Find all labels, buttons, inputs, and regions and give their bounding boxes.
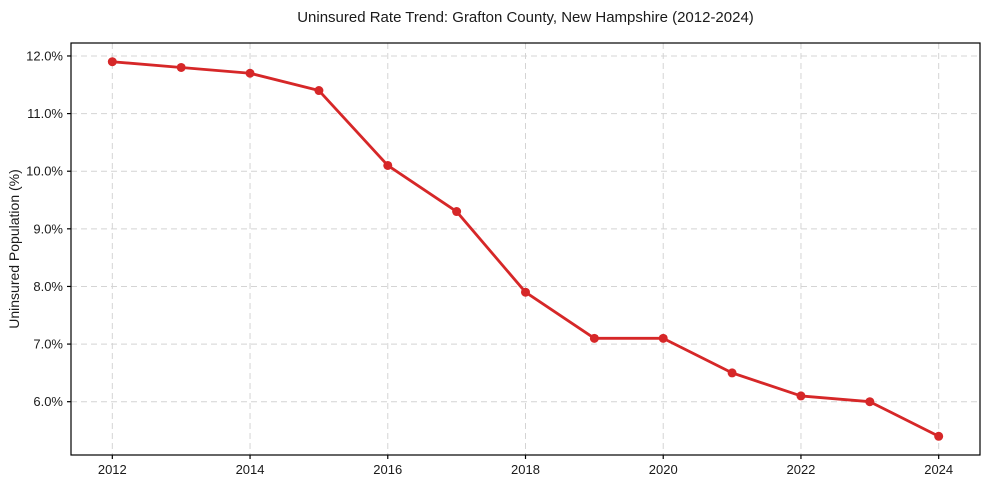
- data-point: [727, 368, 737, 378]
- x-tick-label: 2016: [373, 462, 402, 477]
- data-point: [589, 333, 599, 343]
- data-point: [176, 62, 186, 72]
- y-tick-label: 7.0%: [33, 337, 63, 352]
- x-tick-label: 2022: [786, 462, 815, 477]
- data-point: [934, 431, 944, 441]
- data-point: [107, 57, 117, 67]
- data-point: [452, 207, 462, 217]
- data-point: [865, 397, 875, 407]
- x-tick-label: 2020: [649, 462, 678, 477]
- y-tick-label: 11.0%: [27, 106, 63, 121]
- x-tick-label: 2024: [924, 462, 953, 477]
- x-tick-label: 2014: [236, 462, 265, 477]
- y-tick-label: 9.0%: [33, 221, 63, 236]
- y-tick-label: 8.0%: [33, 279, 63, 294]
- y-axis-label: Uninsured Population (%): [6, 169, 22, 329]
- data-point: [521, 287, 530, 297]
- y-tick-label: 10.0%: [26, 164, 63, 179]
- x-tick-label: 2012: [98, 462, 127, 477]
- x-tick-label: 2018: [511, 462, 540, 477]
- y-tick-label: 6.0%: [33, 394, 63, 409]
- y-tick-label: 12.0%: [26, 48, 63, 63]
- data-point: [658, 333, 668, 343]
- data-point: [245, 68, 255, 78]
- data-point: [314, 86, 324, 96]
- chart-title: Uninsured Rate Trend: Grafton County, Ne…: [297, 9, 754, 26]
- data-point: [383, 160, 393, 170]
- data-point: [796, 391, 806, 401]
